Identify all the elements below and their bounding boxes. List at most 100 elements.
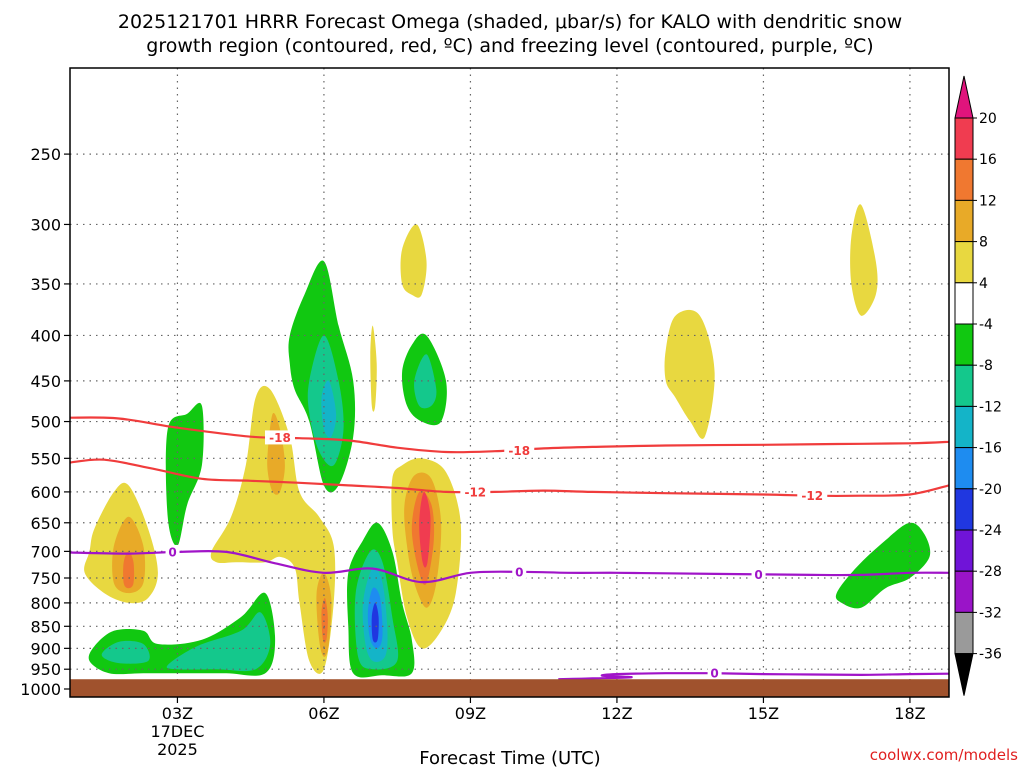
y-tick-label-300: 300 [30, 215, 61, 234]
credit-text: coolwx.com/models [870, 746, 1018, 764]
omega-area-6 [321, 597, 328, 643]
omega-area-8 [400, 224, 427, 298]
x-tick-label-18Z: 18Z [894, 704, 925, 723]
colorbar-top-arrow [954, 75, 974, 119]
x-tick-year: 2025 [157, 740, 198, 759]
omega-area-29 [835, 522, 931, 609]
colorbar-swatch-9 [954, 488, 974, 531]
omega-area-14 [850, 204, 878, 316]
colorbar-label-13: -36 [979, 647, 1002, 663]
plot-frame [69, 67, 950, 698]
y-tick-label-700: 700 [30, 542, 61, 561]
freezing-contour-label-1-0: 0 [710, 667, 718, 681]
colorbar: 20 16 12 8 4 -4 -8 -12 -16 -20 -24 -28 -32 -36 [954, 75, 1002, 696]
y-tick-label-750: 750 [30, 569, 61, 588]
colorbar-label-0: 20 [979, 111, 997, 127]
x-axis-label: Forecast Time (UTC) [419, 748, 600, 768]
y-tick-label-850: 850 [30, 617, 61, 636]
colorbar-swatch-12 [954, 611, 974, 655]
colorbar-label-9: -20 [979, 482, 1002, 498]
colorbar-label-4: 4 [979, 276, 988, 292]
dgz-contour-label-bg-0-0 [264, 430, 295, 445]
y-tick-label-350: 350 [30, 275, 61, 294]
colorbar-swatch-4 [954, 282, 974, 325]
y-tick-label-650: 650 [30, 514, 61, 533]
freezing-contour-label-0-0: 0 [168, 545, 176, 559]
omega-area-13 [664, 309, 715, 439]
dgz-contour-label-1-1: -12 [801, 489, 823, 503]
x-tick-label-09Z: 09Z [455, 704, 486, 723]
omega-area-17 [166, 612, 271, 672]
chart-title-line1: 2025121701 HRRR Forecast Omega (shaded, … [118, 11, 902, 33]
omega-area-16 [101, 640, 150, 664]
y-tick-label-1000: 1000 [20, 680, 61, 699]
dgz-contour-label-bg-0-1 [504, 443, 535, 458]
omega-shading [84, 204, 931, 678]
y-tick-label-800: 800 [30, 594, 61, 613]
colorbar-swatch-1 [954, 158, 974, 201]
y-tick-label-600: 600 [30, 483, 61, 502]
colorbar-swatch-2 [954, 199, 974, 243]
x-tick-label-12Z: 12Z [601, 704, 632, 723]
omega-area-23 [414, 354, 437, 409]
colorbar-swatch-11 [954, 570, 974, 613]
colorbar-swatch-6 [954, 364, 974, 407]
colorbar-label-3: 8 [979, 235, 988, 251]
chart-title-line2: growth region (contoured, red, ºC) and f… [146, 35, 873, 57]
dgz-contour-label-1-0: -12 [464, 485, 486, 499]
colorbar-label-10: -24 [979, 523, 1002, 539]
colorbar-label-1: 16 [979, 152, 997, 168]
omega-area-21 [321, 380, 337, 438]
colorbar-swatch-0 [954, 117, 974, 160]
grid [70, 68, 949, 697]
dgz-contour-label-bg-1-1 [797, 488, 828, 503]
omega-area-12 [419, 491, 431, 568]
dgz-contour-label-0-1: -18 [508, 444, 530, 458]
freezing-contour-label-bg-0-0 [165, 544, 180, 559]
colorbar-swatch-5 [954, 323, 974, 366]
y-tick-label-550: 550 [30, 449, 61, 468]
omega-area-18 [165, 402, 204, 547]
colorbar-swatch-10 [954, 529, 974, 572]
colorbar-label-8: -16 [979, 441, 1002, 457]
contours: -18 -18 -12 -12 0 0 0 0 [70, 416, 949, 681]
x-tick-label-06Z: 06Z [308, 704, 339, 723]
y-tick-label-250: 250 [30, 145, 61, 164]
y-tick-label-450: 450 [30, 372, 61, 391]
dgz-contour-line-0 [70, 416, 949, 454]
colorbar-label-2: 12 [979, 193, 997, 209]
freezing-contour-label-0-2: 0 [754, 568, 762, 582]
dgz-contour-label-bg-1-0 [460, 484, 491, 499]
freezing-contour-line-1 [558, 672, 949, 681]
colorbar-label-11: -28 [979, 564, 1002, 580]
y-tick-label-500: 500 [30, 413, 61, 432]
omega-area-2 [123, 551, 135, 589]
colorbar-bottom-arrow [954, 653, 974, 696]
y-axis: 250 300 350 400 450 500 550 600 650 700 750 800 850 9… [20, 145, 70, 699]
colorbar-label-7: -12 [979, 399, 1002, 415]
x-tick-date: 17DEC [150, 722, 204, 741]
colorbar-swatch-8 [954, 447, 974, 490]
y-tick-label-400: 400 [30, 326, 61, 345]
y-tick-label-950: 950 [30, 660, 61, 679]
x-tick-label-15Z: 15Z [748, 704, 779, 723]
y-tick-label-900: 900 [30, 639, 61, 658]
dgz-contour-label-0-0: -18 [269, 431, 291, 445]
colorbar-swatch-3 [954, 241, 974, 284]
colorbar-label-5: -4 [979, 317, 993, 333]
freezing-contour-label-0-1: 0 [515, 565, 523, 579]
freezing-contour-label-bg-0-1 [512, 564, 527, 579]
freezing-contour-label-bg-1-0 [707, 666, 722, 681]
x-tick-label-03Z: 03Z [162, 704, 193, 723]
omega-area-3 [210, 385, 336, 674]
colorbar-label-6: -8 [979, 358, 993, 374]
colorbar-swatch-7 [954, 405, 974, 449]
freezing-contour-line-0 [70, 549, 949, 584]
colorbar-label-12: -32 [979, 605, 1002, 621]
freezing-contour-label-bg-0-2 [751, 567, 766, 582]
omega-area-7 [370, 325, 377, 412]
plot-area: -18 -18 -12 -12 0 0 0 0 [69, 67, 950, 698]
ground-terrain [70, 679, 949, 697]
